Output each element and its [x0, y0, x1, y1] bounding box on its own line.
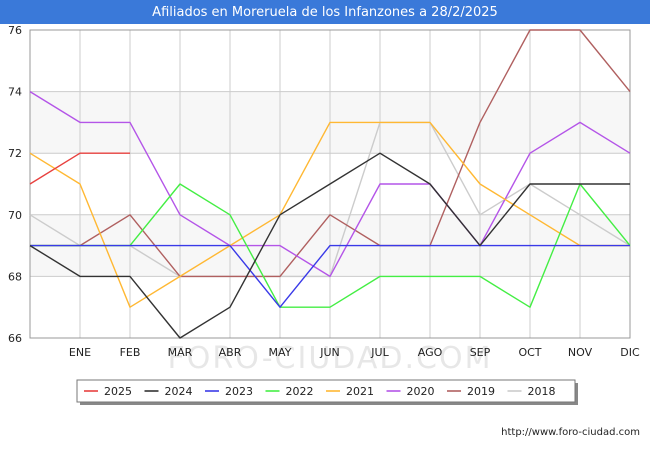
series-line-2024 — [29, 152, 630, 339]
legend: 2025 2024 2023 2022 2021 2020 2019 2018 — [76, 379, 578, 405]
x-tick-label: AGO — [418, 346, 443, 359]
x-tick-label: DIC — [620, 346, 640, 359]
series-line-2021 — [29, 121, 630, 308]
series-layer — [29, 29, 631, 339]
x-tick-label: FEB — [120, 346, 141, 359]
legend-label-2021: 2021 — [346, 385, 374, 398]
x-tick-label: OCT — [518, 346, 541, 359]
legend-label-2018: 2018 — [528, 385, 556, 398]
y-tick-label: 70 — [8, 209, 22, 222]
y-tick-label: 76 — [8, 24, 22, 37]
x-tick-label: MAY — [269, 346, 292, 359]
series-line-2019 — [30, 29, 631, 278]
axis-labels: 66 68 70 72 74 76 ENE FEB MAR ABR MAY JUN JUL AGO SEP O… — [8, 24, 640, 359]
y-tick-label: 72 — [8, 147, 22, 160]
x-tick-label: ABR — [219, 346, 242, 359]
x-tick-label: MAR — [168, 346, 193, 359]
watermark: FORO-CIUDAD.COM — [168, 341, 493, 376]
x-tick-label: SEP — [470, 346, 491, 359]
y-tick-label: 66 — [8, 332, 22, 345]
y-tick-label: 74 — [8, 86, 22, 99]
x-tick-label: NOV — [568, 346, 593, 359]
legend-label-2025: 2025 — [104, 385, 132, 398]
legend-label-2022: 2022 — [286, 385, 314, 398]
chart-title: Afiliados en Moreruela de los Infanzones… — [0, 0, 650, 24]
legend-label-2024: 2024 — [165, 385, 193, 398]
legend-label-2020: 2020 — [407, 385, 435, 398]
source-url: http://www.foro-ciudad.com — [501, 427, 640, 438]
x-tick-label: JUN — [319, 346, 340, 359]
series-line-2023 — [30, 244, 630, 308]
legend-label-2019: 2019 — [467, 385, 495, 398]
x-tick-label: ENE — [69, 346, 91, 359]
series-line-2025 — [29, 152, 130, 185]
legend-label-2023: 2023 — [225, 385, 253, 398]
x-tick-label: JUL — [370, 346, 389, 359]
series-line-2020 — [29, 91, 631, 278]
y-tick-label: 68 — [8, 270, 22, 283]
